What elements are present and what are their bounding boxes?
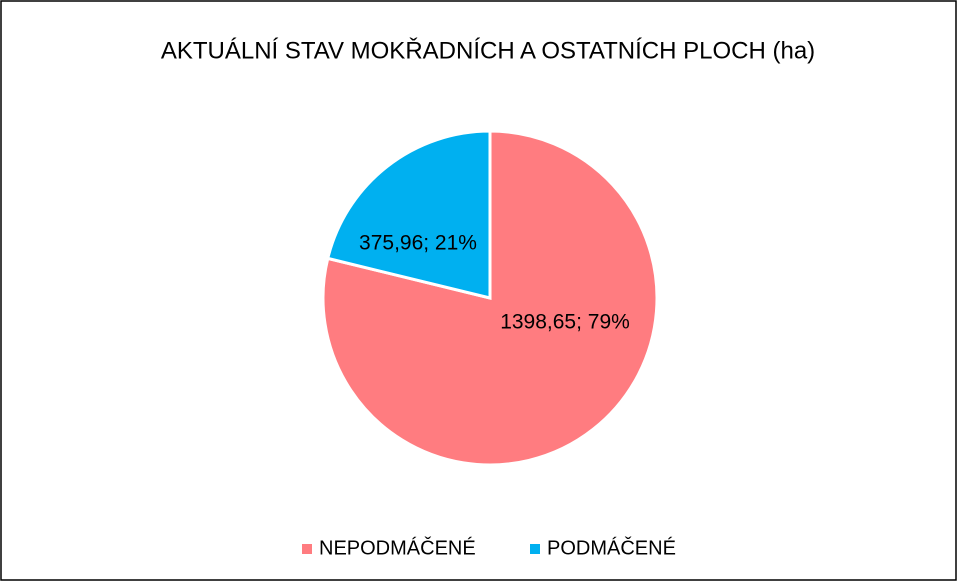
legend-label: NEPODMÁČENÉ — [319, 536, 476, 559]
data-label: 375,96; 21% — [359, 232, 477, 255]
data-label: 1398,65; 79% — [500, 311, 630, 334]
legend-swatch — [530, 544, 540, 554]
pie-slice — [325, 129, 492, 300]
legend-label: PODMÁČENÉ — [547, 536, 676, 559]
chart-title: AKTUÁLNÍ STAV MOKŘADNÍCH A OSTATNÍCH PLO… — [161, 37, 815, 64]
legend-swatch — [302, 544, 312, 554]
